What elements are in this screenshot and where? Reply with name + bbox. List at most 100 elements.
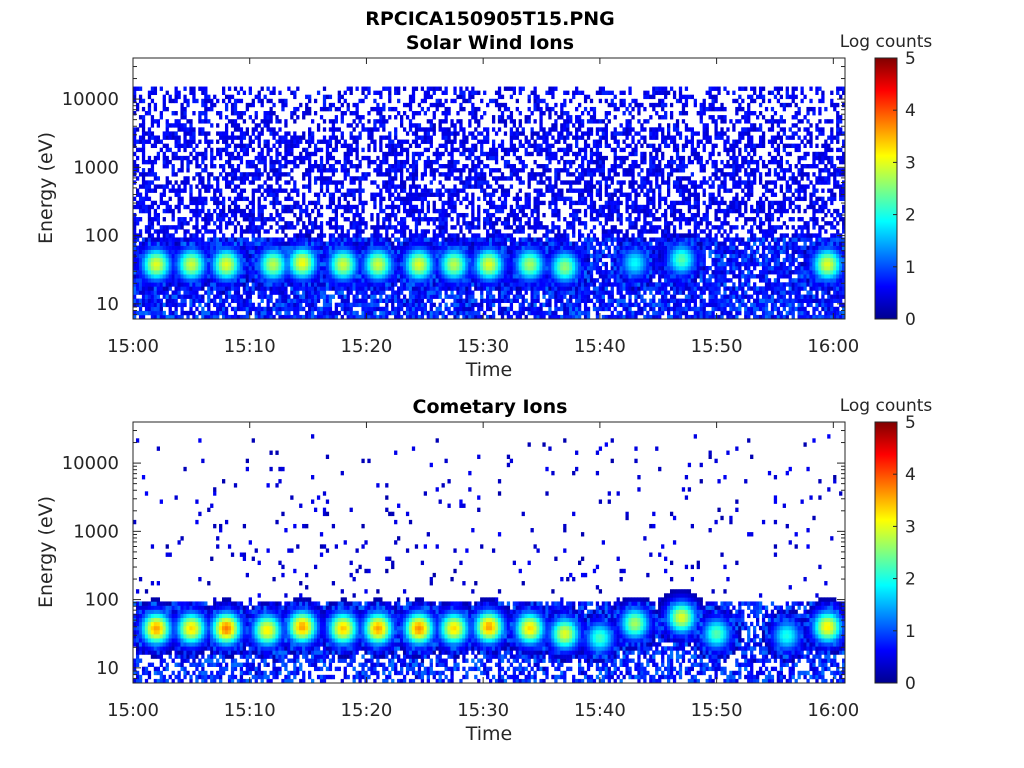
heatmap-cell <box>290 135 294 140</box>
heatmap-cell <box>405 225 410 230</box>
heatmap-cell <box>408 261 413 267</box>
heatmap-cell <box>331 127 336 132</box>
heatmap-cell <box>242 90 247 96</box>
heatmap-cell <box>198 176 202 181</box>
heatmap-cell <box>284 278 288 283</box>
heatmap-cell <box>296 306 300 312</box>
heatmap-cell <box>302 278 306 283</box>
heatmap-cell <box>251 217 255 222</box>
heatmap-cell <box>239 131 244 136</box>
heatmap-cell <box>153 306 158 312</box>
heatmap-cell <box>248 294 252 299</box>
heatmap-cell <box>195 184 199 189</box>
heatmap-cell <box>159 115 163 120</box>
heatmap-cell <box>394 249 398 255</box>
heatmap-cell <box>213 253 217 259</box>
heatmap-cell <box>358 286 362 291</box>
heatmap-cell <box>275 139 279 144</box>
heatmap-cell <box>411 294 416 299</box>
heatmap-cell <box>477 204 481 210</box>
heatmap-cell <box>236 306 241 312</box>
heatmap-cell <box>239 306 244 312</box>
heatmap-cell <box>325 261 330 267</box>
heatmap-cell <box>423 127 427 132</box>
heatmap-cell <box>135 176 140 181</box>
heatmap-cell <box>263 123 267 128</box>
heatmap-cell <box>355 176 359 181</box>
heatmap-cell <box>153 159 158 165</box>
heatmap-cell <box>325 204 330 210</box>
heatmap-cell <box>192 98 196 104</box>
heatmap-cell <box>198 212 202 218</box>
heatmap-cell <box>216 314 220 320</box>
heatmap-cell <box>224 143 229 149</box>
heatmap-cell <box>284 180 288 185</box>
heatmap-cell <box>500 188 505 193</box>
heatmap-cell <box>405 253 410 259</box>
heatmap-cell <box>367 253 371 259</box>
heatmap-cell <box>299 241 303 246</box>
heatmap-cell <box>497 143 502 149</box>
heatmap-cell <box>509 225 514 230</box>
heatmap-cell <box>305 155 309 161</box>
heatmap-cell <box>435 294 439 299</box>
heatmap-cell <box>408 265 413 271</box>
heatmap-cell <box>382 115 386 120</box>
heatmap-cell <box>497 278 502 283</box>
heatmap-cell <box>456 257 460 263</box>
heatmap-cell <box>402 184 407 189</box>
heatmap-cell <box>408 282 413 287</box>
heatmap-cell <box>171 282 175 287</box>
heatmap-cell <box>248 164 252 169</box>
heatmap-cell <box>227 249 232 255</box>
heatmap-cell <box>316 164 321 169</box>
heatmap-cell <box>429 237 433 242</box>
heatmap-cell <box>491 168 496 173</box>
heatmap-cell <box>316 249 321 255</box>
heatmap-cell <box>186 278 190 283</box>
heatmap-cell <box>337 90 341 96</box>
heatmap-cell <box>429 102 433 108</box>
heatmap-cell <box>195 143 199 149</box>
heatmap-cell <box>385 306 389 312</box>
heatmap-cell <box>174 298 178 303</box>
heatmap-cell <box>168 237 172 242</box>
heatmap-cell <box>260 249 264 255</box>
heatmap-cell <box>352 257 356 263</box>
heatmap-cell <box>420 282 425 287</box>
heatmap-cell <box>293 237 297 242</box>
heatmap-cell <box>402 310 407 316</box>
heatmap-cell <box>319 147 324 153</box>
heatmap-cell <box>483 298 487 303</box>
heatmap-cell <box>361 294 365 299</box>
heatmap-cell <box>177 261 181 267</box>
heatmap-cell <box>385 253 389 259</box>
heatmap-cell <box>358 298 362 303</box>
heatmap-cell <box>296 302 300 308</box>
heatmap-cell <box>213 257 217 263</box>
heatmap-cell <box>355 111 359 116</box>
heatmap-cell <box>281 282 285 287</box>
heatmap-cell <box>281 314 285 320</box>
heatmap-cell <box>435 257 439 263</box>
heatmap-cell <box>474 119 478 124</box>
heatmap-cell <box>340 115 344 120</box>
heatmap-cell <box>465 98 469 104</box>
heatmap-cell <box>308 257 312 263</box>
heatmap-cell <box>491 298 496 303</box>
heatmap-cell <box>299 294 303 299</box>
heatmap-cell <box>450 139 454 144</box>
heatmap-cell <box>423 135 427 140</box>
heatmap-cell <box>311 241 315 246</box>
heatmap-cell <box>480 261 484 267</box>
heatmap-cell <box>373 225 377 230</box>
heatmap-cell <box>489 221 493 226</box>
heatmap-cell <box>444 302 448 308</box>
heatmap-cell <box>316 237 321 242</box>
heatmap-cell <box>245 102 249 108</box>
heatmap-cell <box>150 119 155 124</box>
heatmap-cell <box>465 221 469 226</box>
heatmap-cell <box>414 176 419 181</box>
heatmap-cell <box>361 310 365 316</box>
heatmap-cell <box>459 151 463 157</box>
